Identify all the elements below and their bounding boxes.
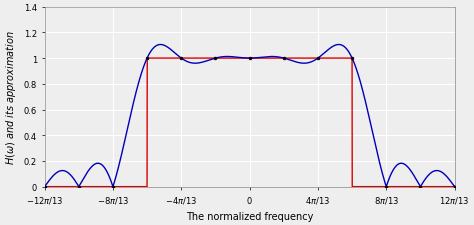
X-axis label: The normalized frequency: The normalized frequency [186, 211, 313, 221]
Y-axis label: $H(\omega)$ and its approximation: $H(\omega)$ and its approximation [4, 30, 18, 164]
